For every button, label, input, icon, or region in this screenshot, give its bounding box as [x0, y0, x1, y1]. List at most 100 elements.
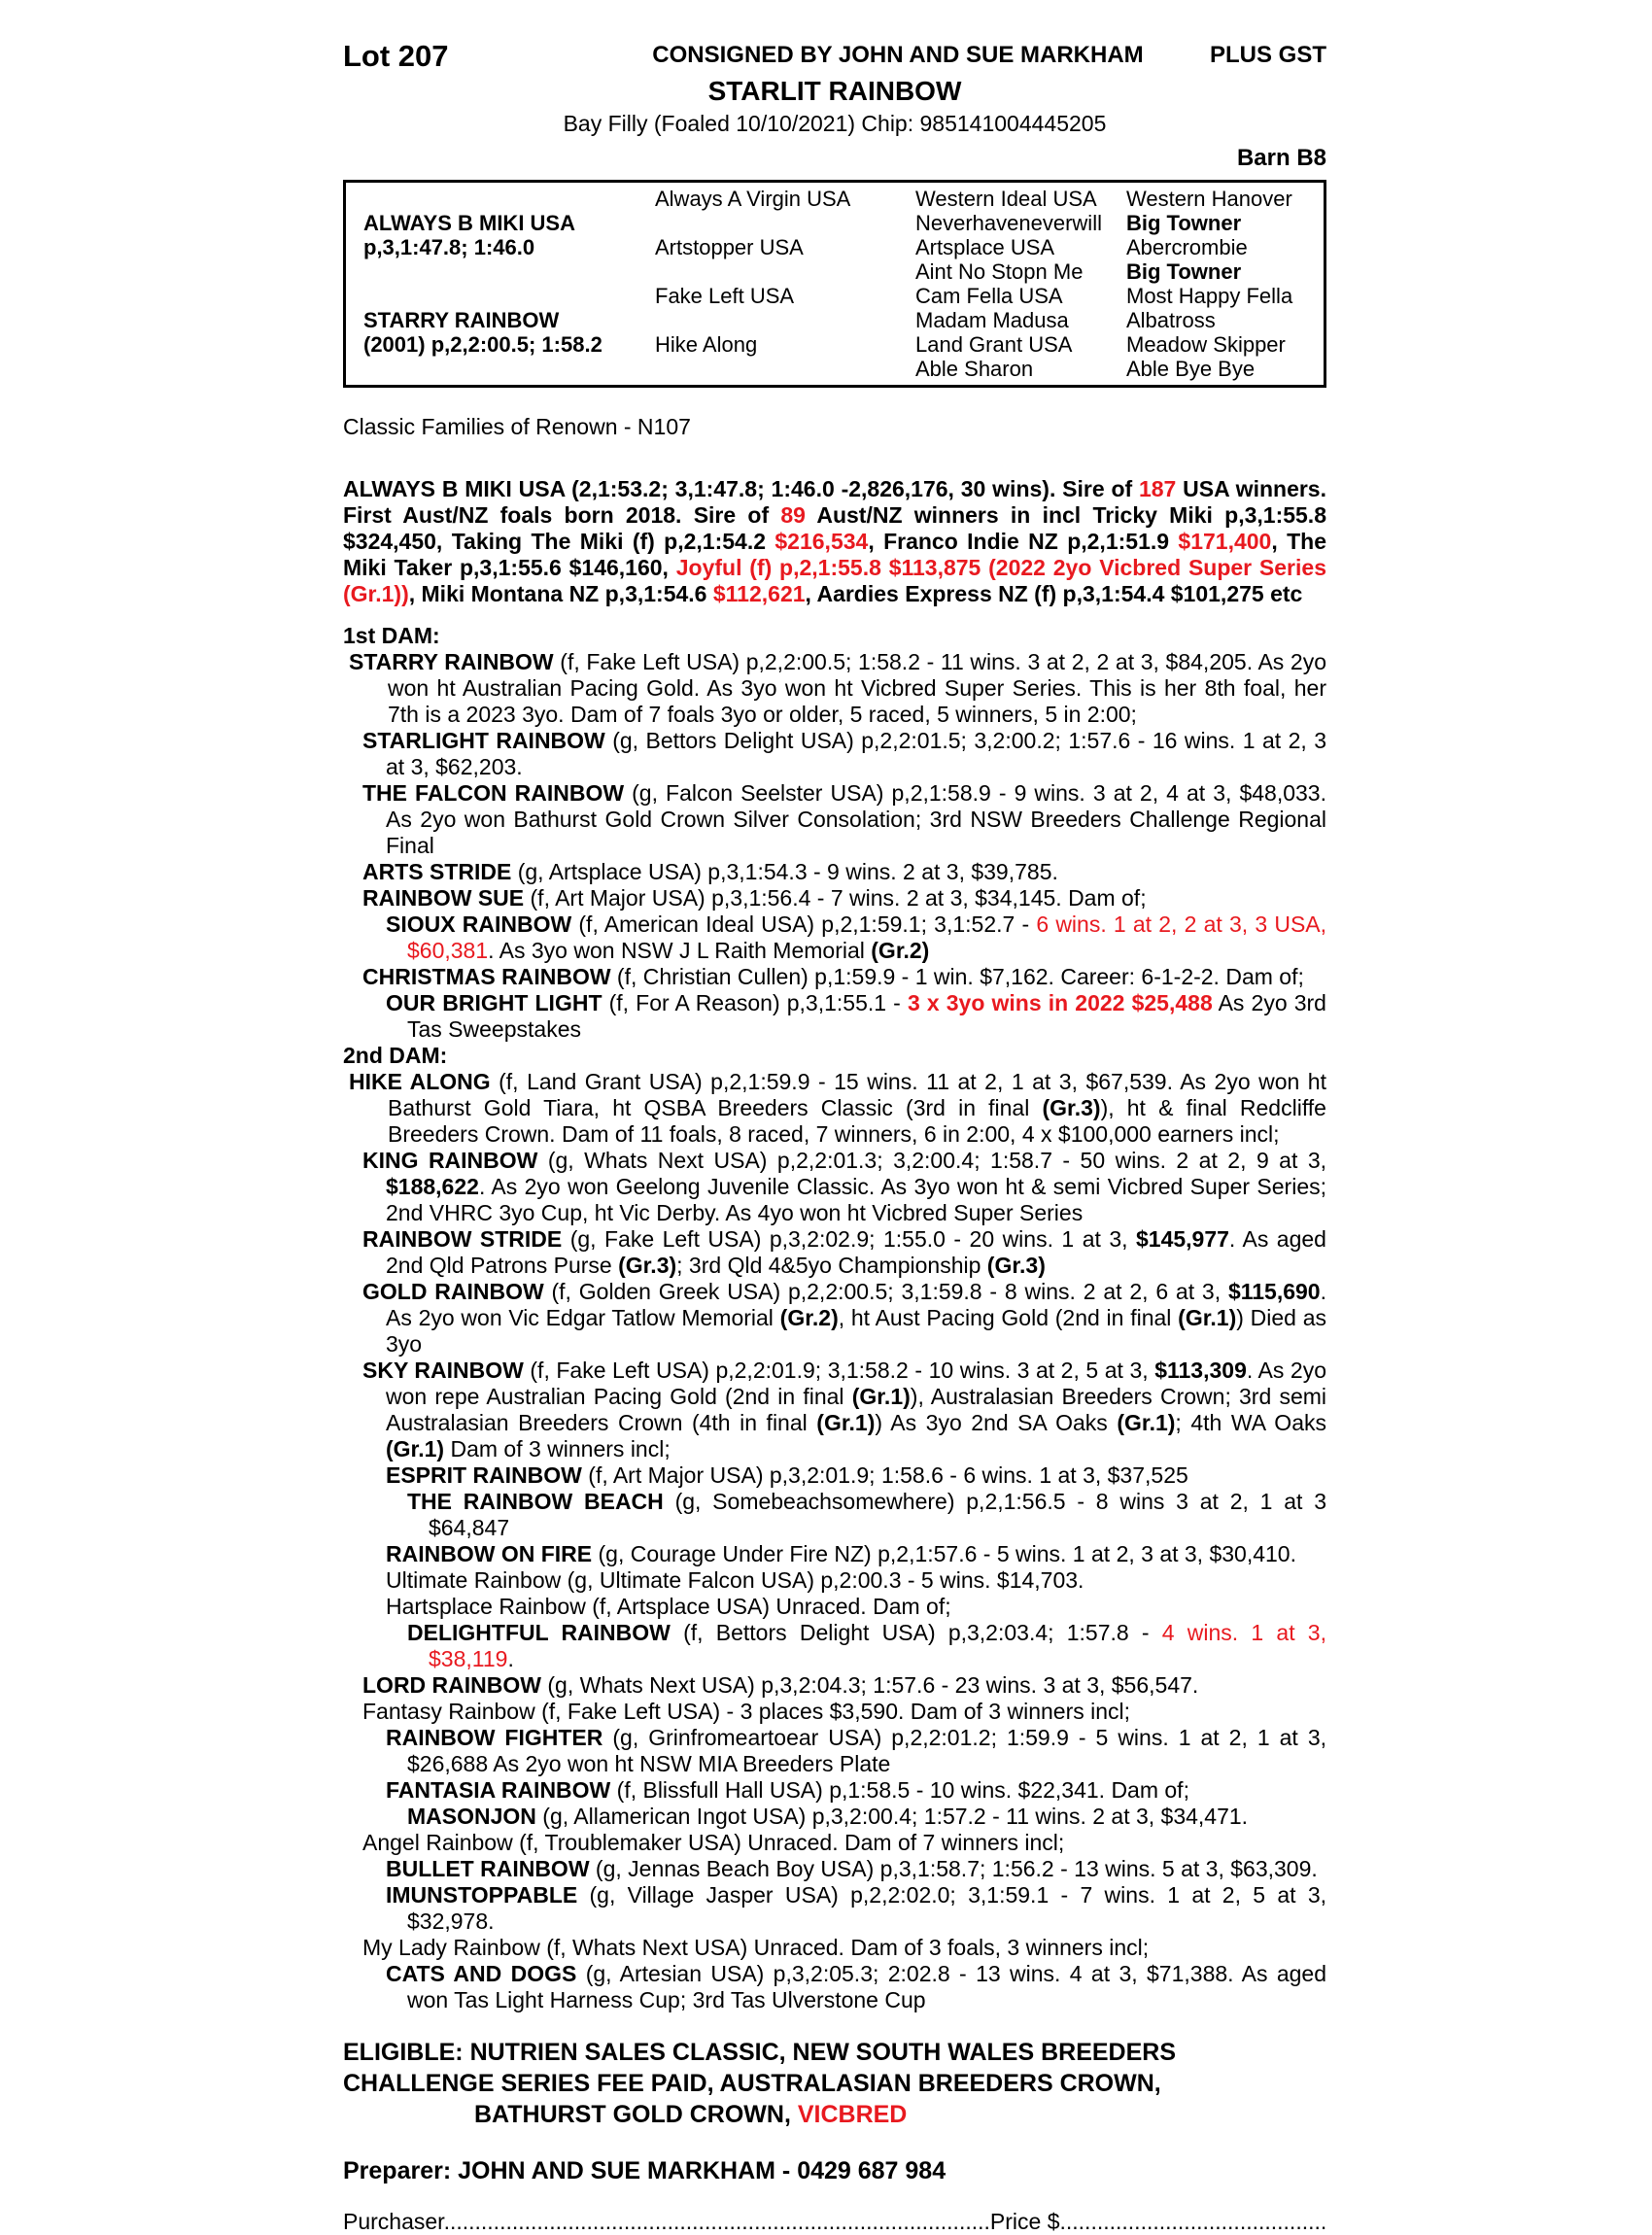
text-segment: ESPRIT RAINBOW	[386, 1462, 582, 1488]
text-segment: (f, Bettors Delight USA) p,3,2:03.4; 1:5…	[670, 1620, 1162, 1645]
text-segment: (f, Art Major USA) p,3,2:01.9; 1:58.6 - …	[581, 1462, 1188, 1488]
pedigree-cell: Western Ideal USA	[915, 187, 1097, 211]
text-segment: (Gr.3)	[618, 1253, 677, 1278]
text-segment: SKY RAINBOW	[362, 1358, 524, 1383]
pedigree-entry: THE RAINBOW BEACH (g, Somebeachsomewhere…	[343, 1489, 1326, 1541]
pedigree-cell: Able Bye Bye	[1126, 357, 1256, 381]
pedigree-cell: Artsplace USA	[915, 235, 1055, 259]
text-segment: . As 2yo won repe Australian Pacing Gold…	[386, 1358, 1327, 1409]
text-segment: (g, Fake Left USA) p,3,2:02.9; 1:55.0 - …	[562, 1226, 1136, 1252]
pedigree-cell	[363, 357, 655, 381]
text-segment: (g, Courage Under Fire NZ) p,2,1:57.6 - …	[592, 1541, 1296, 1566]
pedigree-entry: FANTASIA RAINBOW (f, Blissfull Hall USA)…	[343, 1777, 1326, 1804]
text-segment: (g, Falcon Seelster USA) p,2,1:58.9 - 9 …	[386, 780, 1326, 858]
consignor-line: CONSIGNED BY JOHN AND SUE MARKHAM	[652, 42, 1144, 68]
pedigree-cell: Always A Virgin USA	[655, 187, 851, 211]
eligible-line: NUTRIEN SALES CLASSIC, NEW SOUTH WALES B…	[470, 2039, 1176, 2066]
pedigree-entry: STARRY RAINBOW (f, Fake Left USA) p,2,2:…	[343, 649, 1326, 728]
pedigree-cell: Land Grant USA	[915, 332, 1073, 357]
text-segment: (f, For A Reason) p,3,1:55.1 -	[602, 990, 908, 1015]
pedigree-cell: Able Sharon	[915, 357, 1034, 381]
text-segment: (f, Fake Left USA) p,2,2:00.5; 1:58.2 - …	[388, 649, 1327, 727]
text-segment: CATS AND DOGS	[386, 1961, 577, 1986]
text-segment: ARTS STRIDE	[362, 859, 512, 884]
pedigree-entry: My Lady Rainbow (f, Whats Next USA) Unra…	[343, 1935, 1326, 1961]
text-segment: ), ht & final Redcliffe Breeders Crown. …	[388, 1095, 1326, 1147]
pedigree-entry: LORD RAINBOW (g, Whats Next USA) p,3,2:0…	[343, 1672, 1326, 1699]
pedigree-cell: STARRY RAINBOW	[363, 308, 560, 332]
text-segment: (Gr.3)	[1042, 1095, 1101, 1120]
text-segment: (Gr.1)	[1117, 1410, 1176, 1435]
pedigree-entry: Fantasy Rainbow (f, Fake Left USA) - 3 p…	[343, 1699, 1326, 1725]
text-segment: , Aardies Express NZ (f) p,3,1:54.4 $101…	[805, 581, 1303, 606]
text-segment: (Gr.1)	[386, 1436, 445, 1461]
text-segment: (Gr.1)	[1178, 1305, 1237, 1330]
text-segment: NUTRIEN SALES CLASSIC, NEW SOUTH WALES B…	[469, 2039, 1177, 2066]
pedigree-entry: IMUNSTOPPABLE (g, Village Jasper USA) p,…	[343, 1882, 1326, 1935]
pedigree-cell: Albatross	[1126, 308, 1216, 332]
text-segment: ALWAYS B MIKI USA (2,1:53.2; 3,1:47.8; 1…	[343, 476, 1139, 501]
text-segment: $113,309	[1154, 1358, 1247, 1383]
pedigree-cell: Western Hanover	[1126, 187, 1292, 211]
horse-name: STARLIT RAINBOW	[707, 76, 962, 106]
text-segment: (Gr.2)	[779, 1305, 839, 1330]
eligible-block: ELIGIBLE: NUTRIEN SALES CLASSIC, NEW SOU…	[343, 2037, 1326, 2130]
pedigree-entry: RAINBOW STRIDE (g, Fake Left USA) p,3,2:…	[343, 1226, 1326, 1279]
pedigree-entry: SKY RAINBOW (f, Fake Left USA) p,2,2:01.…	[343, 1358, 1326, 1462]
text-segment: 2nd DAM:	[343, 1043, 448, 1068]
price-fill-dots: ........................................…	[1059, 2209, 1327, 2234]
text-segment: (f, Golden Greek USA) p,2,2:00.5; 3,1:59…	[543, 1279, 1228, 1304]
text-segment: (g, Artesian USA) p,3,2:05.3; 2:02.8 - 1…	[407, 1961, 1327, 2012]
pedigree-entry: SIOUX RAINBOW (f, American Ideal USA) p,…	[343, 911, 1326, 964]
text-segment: $216,534	[774, 529, 869, 554]
pedigree-table: Always A Virgin USA Western Ideal USA West…	[343, 180, 1326, 388]
lot-number: Lot 207	[343, 39, 449, 73]
text-segment: . As aged 2nd Qld Patrons Purse	[386, 1226, 1326, 1278]
text-segment: SIOUX RAINBOW	[386, 911, 572, 937]
text-segment: $145,977	[1135, 1226, 1229, 1252]
preparer-line: Preparer: JOHN AND SUE MARKHAM - 0429 68…	[343, 2157, 946, 2184]
text-segment: KING RAINBOW	[362, 1148, 538, 1173]
text-segment: THE RAINBOW BEACH	[407, 1489, 664, 1514]
text-segment: (Gr.2)	[871, 938, 930, 963]
pedigree-cell: Meadow Skipper	[1126, 332, 1286, 357]
plus-gst-label: PLUS GST	[1209, 42, 1326, 68]
text-segment: . As 2yo won Vic Edgar Tatlow Memorial	[386, 1279, 1326, 1330]
text-segment: , ht Aust Pacing Gold (2nd in final	[838, 1305, 1179, 1330]
purchaser-fill-dots: ........................................…	[443, 2209, 990, 2234]
text-segment: DELIGHTFUL RAINBOW	[407, 1620, 671, 1645]
text-segment: IMUNSTOPPABLE	[386, 1882, 578, 1908]
pedigree-cell: p,3,1:47.8; 1:46.0	[363, 235, 535, 259]
text-segment: (f, Christian Cullen) p,1:59.9 - 1 win. …	[610, 964, 1304, 989]
text-segment: My Lady Rainbow (f, Whats Next USA) Unra…	[362, 1935, 1150, 1960]
text-segment: HIKE ALONG	[349, 1069, 491, 1094]
text-segment: CHRISTMAS RAINBOW	[362, 964, 611, 989]
pedigree-entry: ESPRIT RAINBOW (f, Art Major USA) p,3,2:…	[343, 1462, 1326, 1489]
pedigree-entry: 1st DAM:	[343, 623, 1326, 649]
pedigree-cell	[363, 259, 655, 284]
pedigree-entry: Ultimate Rainbow (g, Ultimate Falcon USA…	[343, 1567, 1326, 1594]
text-segment: 6 wins. 1 at 2, 2 at 3, 3 USA, $60,381	[407, 911, 1327, 963]
pedigree-cell: (2001) p,2,2:00.5; 1:58.2	[363, 332, 602, 357]
pedigree-cell: Madam Madusa	[915, 308, 1069, 332]
text-segment: . As 2yo won Geelong Juvenile Classic. A…	[386, 1174, 1326, 1225]
text-segment: 4 wins. 1 at 3, $38,119	[429, 1620, 1326, 1671]
purchaser-label: Purchaser	[343, 2209, 444, 2234]
text-segment: RAINBOW STRIDE	[362, 1226, 563, 1252]
text-segment: (Gr.1)	[816, 1410, 876, 1435]
pedigree-cell	[363, 284, 655, 308]
text-segment: STARRY RAINBOW	[349, 649, 554, 674]
pedigree-cell: Big Towner	[1126, 211, 1242, 235]
text-segment: ; 4th WA Oaks	[1175, 1410, 1326, 1435]
text-segment: (Gr.3)	[986, 1253, 1046, 1278]
text-segment: .	[507, 1646, 514, 1671]
pedigree-entry: ARTS STRIDE (g, Artsplace USA) p,3,1:54.…	[343, 859, 1326, 885]
barn-label: Barn B8	[1236, 145, 1326, 171]
text-segment: $188,622	[386, 1174, 479, 1199]
text-segment: RAINBOW FIGHTER	[386, 1725, 603, 1750]
text-segment: ) As 3yo 2nd SA Oaks	[875, 1410, 1118, 1435]
text-segment: (Gr.1)	[851, 1384, 911, 1409]
family-note: Classic Families of Renown - N107	[343, 414, 691, 439]
pedigree-cell: Big Towner	[1126, 259, 1242, 284]
pedigree-cell: Hike Along	[655, 332, 758, 357]
